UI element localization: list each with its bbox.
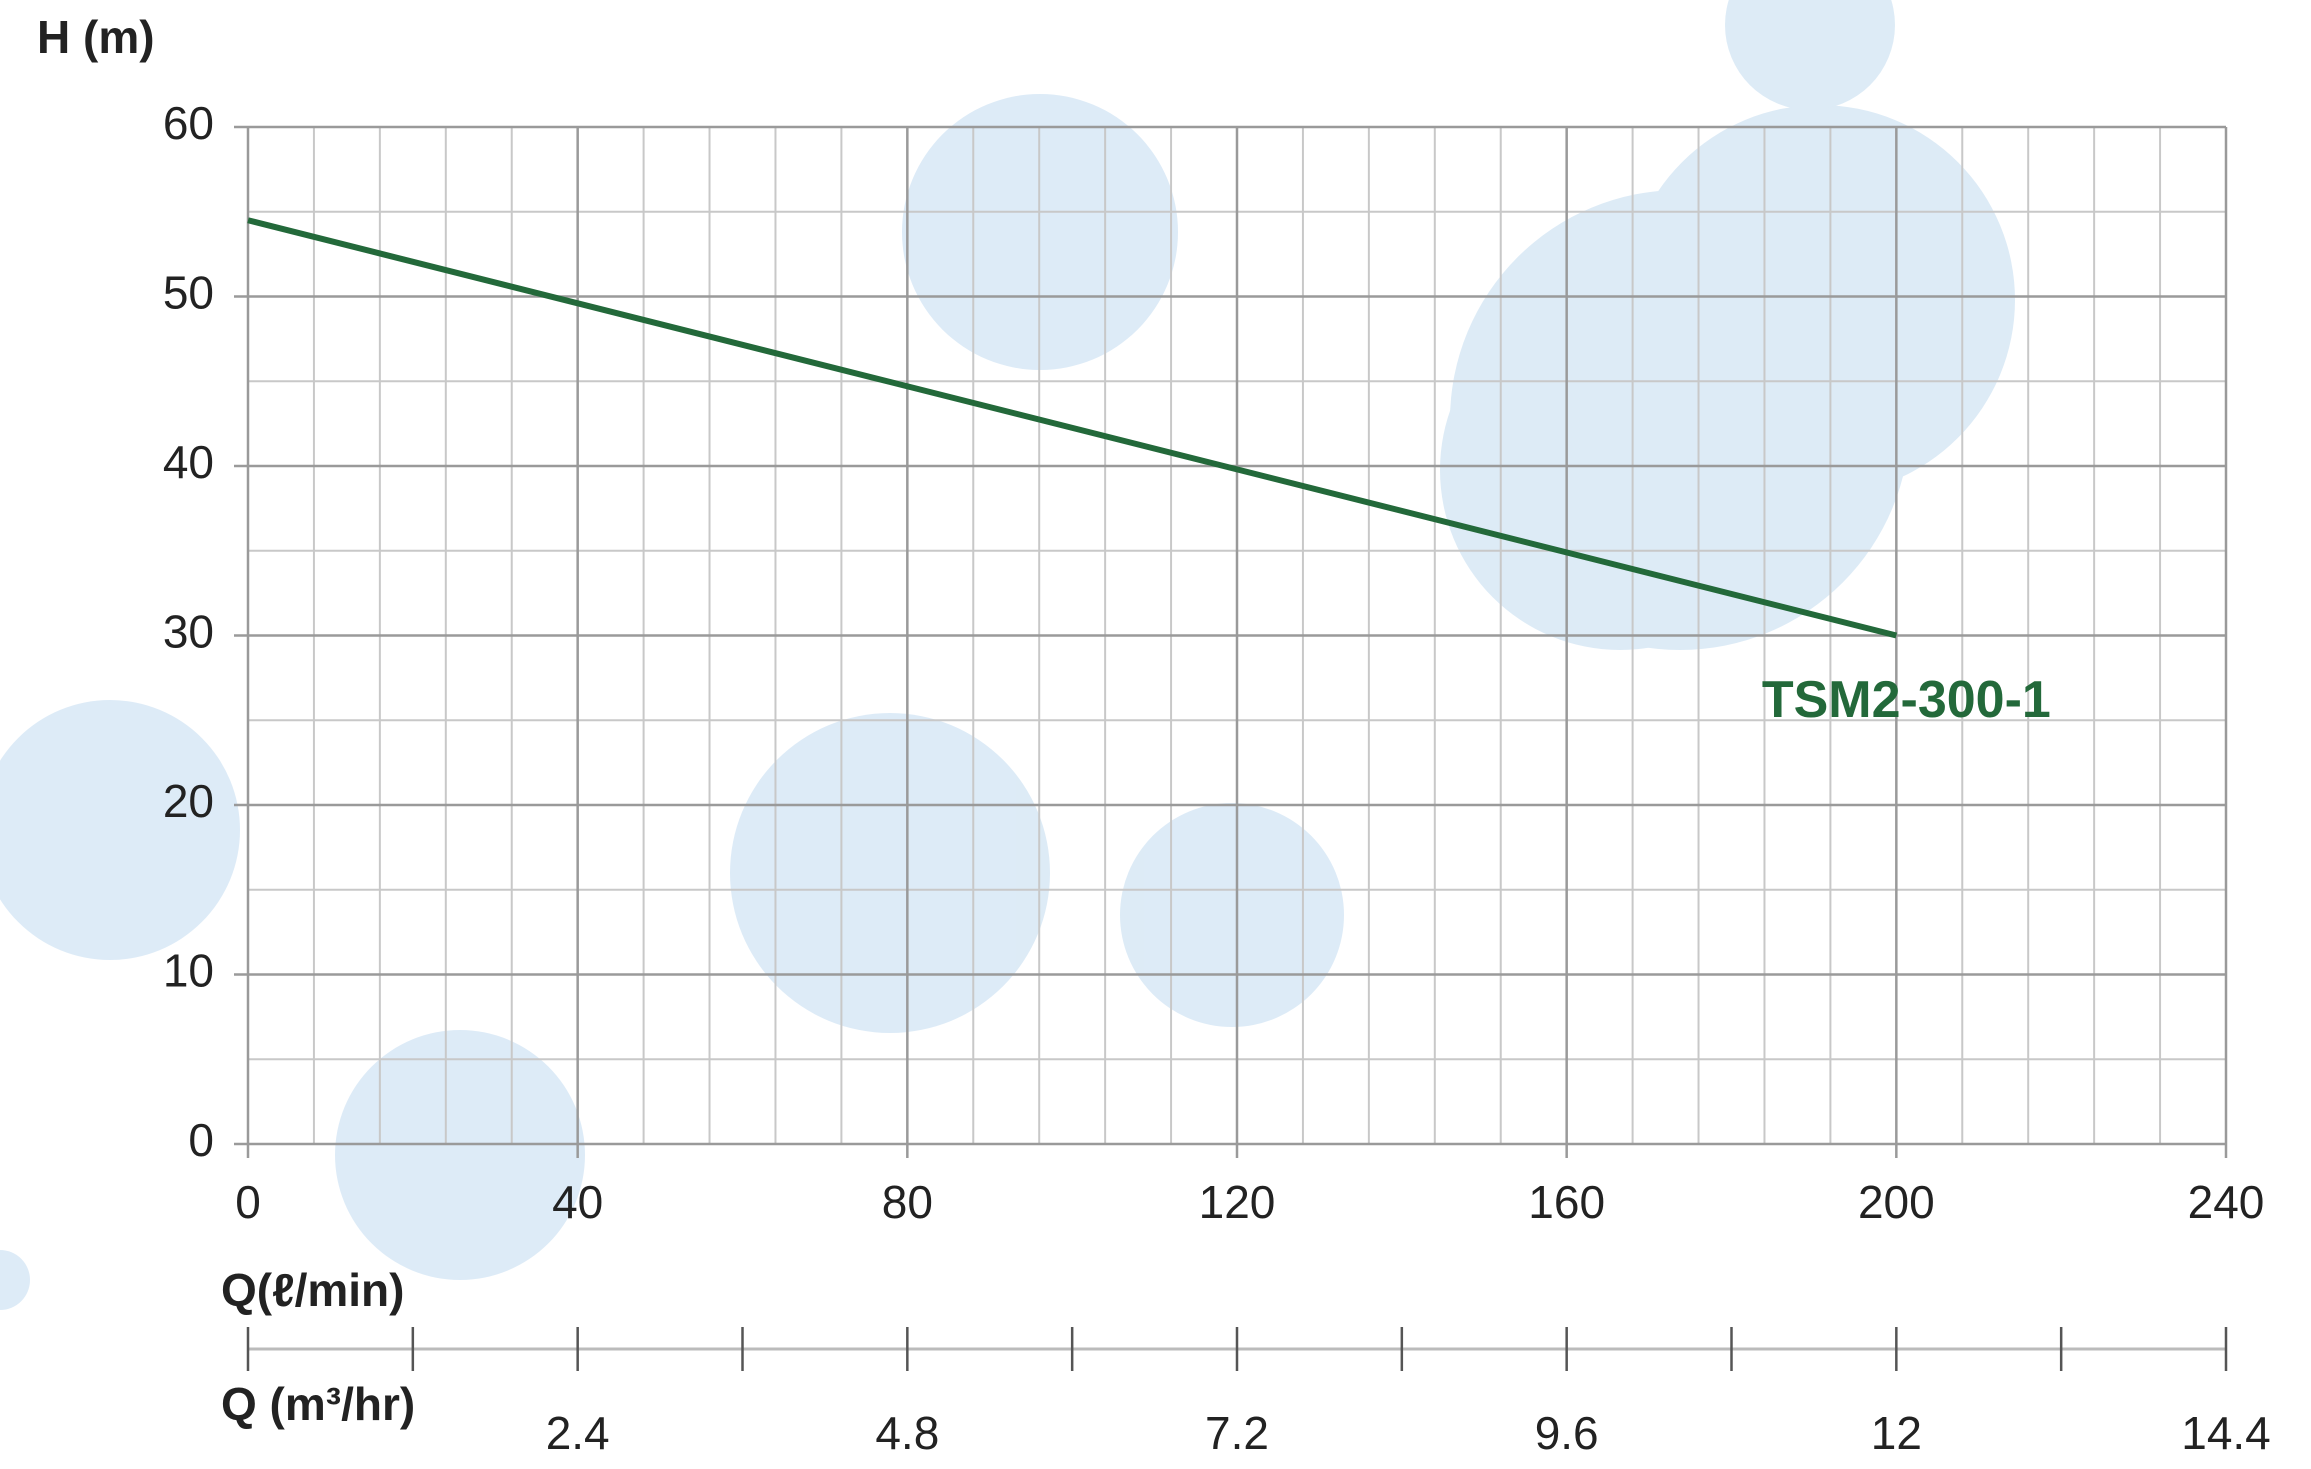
y-tick-label: 0 [188, 1114, 214, 1166]
x-axis-label: Q(ℓ/min) [221, 1264, 404, 1316]
x-tick-label: 120 [1199, 1176, 1276, 1228]
x-tick-label: 240 [2188, 1176, 2265, 1228]
y-tick-label: 30 [163, 606, 214, 658]
x-tick-label: 80 [882, 1176, 933, 1228]
x2-tick-label: 2.4 [546, 1407, 610, 1459]
x2-tick-label: 12 [1871, 1407, 1922, 1459]
x2-tick-label: 4.8 [875, 1407, 939, 1459]
series-label: TSM2-300-1 [1762, 671, 2051, 729]
y-tick-label: 20 [163, 775, 214, 827]
series-line [247, 217, 1898, 639]
x2-tick-label: 9.6 [1535, 1407, 1599, 1459]
y-tick-label: 50 [163, 267, 214, 319]
y-tick-label: 40 [163, 436, 214, 488]
x2-tick-label: 14.4 [2181, 1407, 2271, 1459]
y-tick-label: 60 [163, 97, 214, 149]
x-tick-label: 40 [552, 1176, 603, 1228]
y-tick-label: 10 [163, 945, 214, 997]
x2-axis-label: Q (m³/hr) [221, 1378, 415, 1430]
y-axis-label: H (m) [37, 11, 155, 63]
x-tick-label: 200 [1858, 1176, 1935, 1228]
background-bubbles [0, 0, 2015, 1310]
x-tick-label: 0 [235, 1176, 261, 1228]
x-tick-label: 160 [1528, 1176, 1605, 1228]
x2-tick-label: 7.2 [1205, 1407, 1269, 1459]
